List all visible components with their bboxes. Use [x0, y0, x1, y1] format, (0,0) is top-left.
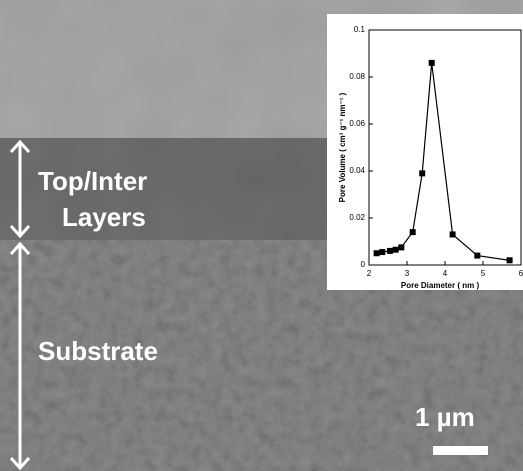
scale-label: 1 µm [415, 402, 475, 432]
y-tick-label: 0 [361, 260, 366, 269]
figure: Top/Inter Layers Substrate 1 µm 0 0.02 0.0… [0, 0, 523, 471]
data-point [419, 170, 425, 176]
y-tick-label: 0.1 [354, 25, 366, 34]
y-tick-label: 0.04 [349, 166, 365, 175]
x-tick-label: 4 [443, 269, 448, 278]
x-tick-label: 2 [367, 269, 372, 278]
data-point [507, 257, 513, 263]
y-axis-label: Pore Volume ( cm³ g⁻¹ nm⁻¹ ) [338, 92, 347, 202]
data-point [474, 253, 480, 259]
y-tick-label: 0.06 [349, 119, 365, 128]
inset-background [327, 14, 523, 290]
data-point [393, 247, 399, 253]
data-point [429, 60, 435, 66]
data-point [387, 248, 393, 254]
scale-bar [433, 446, 488, 455]
inset-chart: 0 0.02 0.04 0.06 0.08 0.1 2 3 4 5 6 Pore Diameter (… [327, 14, 523, 290]
x-tick-label: 3 [405, 269, 410, 278]
substrate-label: Substrate [38, 336, 158, 366]
layer-label: Layers [62, 202, 146, 232]
data-point [379, 249, 385, 255]
data-point [374, 250, 380, 256]
x-tick-label: 6 [519, 269, 523, 278]
x-axis-label: Pore Diameter ( nm ) [401, 281, 480, 290]
data-point [410, 229, 416, 235]
data-point [450, 231, 456, 237]
y-tick-label: 0.08 [349, 72, 365, 81]
y-tick-label: 0.02 [349, 213, 365, 222]
x-tick-label: 5 [481, 269, 486, 278]
layer-label: Top/Inter [38, 166, 147, 196]
data-point [398, 244, 404, 250]
